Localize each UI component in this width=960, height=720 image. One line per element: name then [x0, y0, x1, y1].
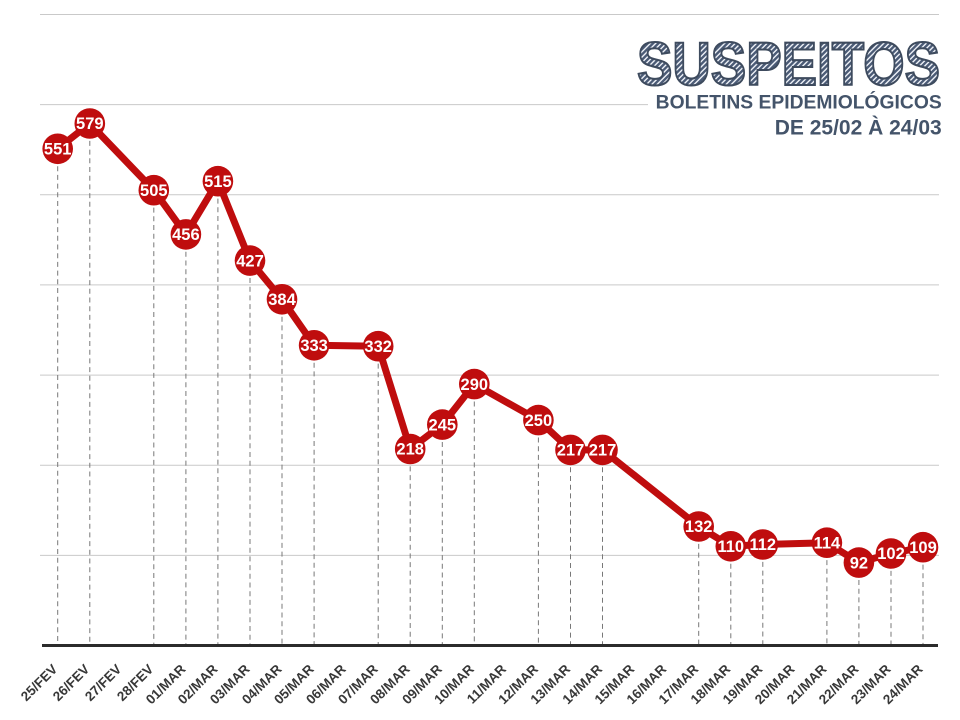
svg-text:217: 217: [589, 442, 617, 460]
svg-text:BOLETINS EPIDEMIOLÓGICOS: BOLETINS EPIDEMIOLÓGICOS: [656, 90, 942, 114]
svg-text:333: 333: [300, 337, 328, 355]
svg-text:456: 456: [172, 226, 200, 244]
svg-text:505: 505: [140, 182, 168, 200]
svg-text:245: 245: [429, 416, 457, 434]
svg-text:250: 250: [525, 412, 553, 430]
svg-text:551: 551: [44, 141, 72, 159]
svg-text:110: 110: [717, 538, 744, 556]
svg-text:427: 427: [236, 252, 264, 270]
svg-text:217: 217: [557, 442, 585, 460]
svg-text:114: 114: [814, 534, 841, 552]
svg-text:DE 25/02 À 24/03: DE 25/02 À 24/03: [775, 117, 942, 140]
svg-text:515: 515: [204, 173, 232, 191]
svg-text:290: 290: [461, 376, 489, 394]
svg-text:332: 332: [364, 338, 392, 356]
svg-text:579: 579: [76, 115, 104, 133]
svg-text:132: 132: [685, 518, 713, 536]
svg-text:92: 92: [850, 554, 868, 572]
svg-text:218: 218: [396, 441, 424, 459]
svg-text:SUSPEITOS: SUSPEITOS: [637, 30, 940, 98]
svg-text:384: 384: [268, 291, 296, 309]
svg-text:109: 109: [909, 539, 937, 557]
svg-text:112: 112: [749, 536, 776, 554]
svg-text:102: 102: [877, 545, 905, 563]
